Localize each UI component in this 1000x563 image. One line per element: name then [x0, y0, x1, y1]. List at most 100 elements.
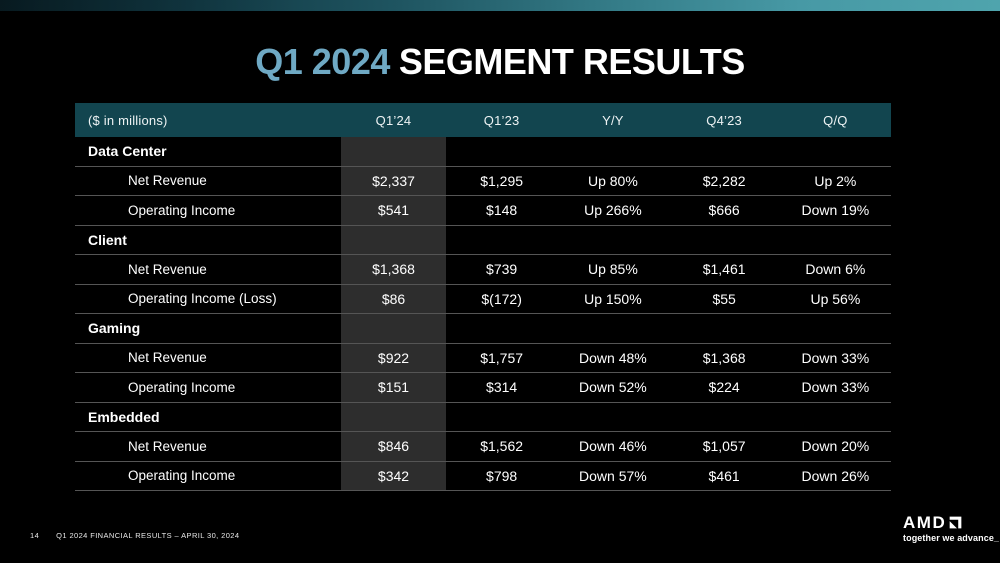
metric-row: Operating Income (Loss) $86 $(172) Up 150% $… — [75, 284, 891, 314]
slide-footer: 14 Q1 2024 FINANCIAL RESULTS – APRIL 30,… — [30, 531, 239, 540]
row-label: Operating Income (Loss) — [128, 291, 277, 307]
value-cell — [341, 402, 446, 431]
value-cell: Up 80% — [587, 172, 638, 189]
value-cell: $666 — [708, 202, 740, 219]
value-cell: Down 52% — [579, 379, 647, 396]
value-cell: Down 20% — [801, 438, 870, 455]
table-header-row: ($ in millions) Q1’24 Q1’23 Y/Y Q4’23 Q/… — [75, 103, 891, 137]
slide-title: Q1 2024 SEGMENT RESULTS — [0, 41, 1000, 83]
value-cell: $1,295 — [480, 172, 524, 189]
metric-row: Net Revenue $922 $1,757 Down 48% $1,368 Down … — [75, 343, 891, 373]
value-cell: Up 150% — [584, 290, 642, 307]
metric-row: Net Revenue $846 $1,562 Down 46% $1,057 Down … — [75, 432, 891, 462]
amd-tagline: together we advance_ — [903, 533, 1000, 543]
value-cell: $2,282 — [702, 172, 746, 189]
value-cell — [557, 137, 668, 166]
value-cell — [669, 314, 780, 343]
value-cell: $1,562 — [480, 438, 524, 455]
value-cell: Up 2% — [814, 172, 857, 189]
value-cell: $314 — [486, 379, 518, 396]
segment-group-row: Data Center — [75, 137, 891, 167]
value-cell: $1,057 — [702, 438, 746, 455]
row-label: Net Revenue — [128, 438, 207, 454]
value-cell: Down 19% — [801, 202, 870, 219]
segment-group-row: Gaming — [75, 314, 891, 344]
value-cell: $1,368 — [341, 255, 446, 284]
segment-results-table: ($ in millions) Q1’24 Q1’23 Y/Y Q4’23 Q/… — [75, 103, 891, 491]
row-label: Client — [88, 231, 127, 248]
column-header-yy: Y/Y — [602, 112, 624, 128]
value-cell: Up 266% — [584, 202, 642, 219]
column-header-qq: Q/Q — [823, 112, 848, 128]
row-label: Net Revenue — [128, 173, 207, 189]
row-label: Embedded — [88, 408, 160, 425]
segment-group-row: Embedded — [75, 402, 891, 432]
value-cell: Up 85% — [587, 261, 638, 278]
value-cell: $148 — [486, 202, 518, 219]
value-cell: Down 46% — [579, 438, 647, 455]
row-label: Gaming — [88, 320, 141, 337]
metric-row: Operating Income $541 $148 Up 266% $666 Down … — [75, 196, 891, 226]
value-cell: $1,757 — [480, 349, 524, 366]
value-cell — [341, 314, 446, 343]
value-cell — [780, 314, 891, 343]
metric-row: Net Revenue $1,368 $739 Up 85% $1,461 Down 6% — [75, 255, 891, 285]
value-cell: $224 — [708, 379, 740, 396]
page-number: 14 — [30, 531, 40, 540]
amd-logo-text: AMD — [903, 513, 947, 532]
value-cell: Down 48% — [579, 349, 647, 366]
column-header-units: ($ in millions) — [88, 112, 168, 128]
title-quarter: Q1 2024 — [255, 41, 390, 82]
column-header-q1-24: Q1’24 — [375, 112, 412, 128]
value-cell — [557, 314, 668, 343]
value-cell: $86 — [341, 284, 446, 313]
top-accent-bar — [0, 0, 1000, 11]
value-cell: Down 33% — [801, 379, 870, 396]
value-cell: $(172) — [481, 290, 522, 307]
value-cell — [780, 403, 891, 432]
value-cell: Up 56% — [810, 290, 861, 307]
value-cell — [446, 137, 557, 166]
value-cell — [446, 226, 557, 255]
value-cell: $541 — [341, 196, 446, 225]
title-rest: SEGMENT RESULTS — [398, 41, 745, 82]
value-cell: $55 — [712, 290, 736, 307]
value-cell: $2,337 — [341, 166, 446, 195]
value-cell: $798 — [486, 467, 518, 484]
value-cell: Down 33% — [801, 349, 870, 366]
metric-row: Operating Income $342 $798 Down 57% $461 Down… — [75, 461, 891, 491]
value-cell — [669, 403, 780, 432]
value-cell — [341, 137, 446, 166]
value-cell: $342 — [341, 461, 446, 490]
value-cell: $1,461 — [702, 261, 746, 278]
metric-row: Operating Income $151 $314 Down 52% $224 Down… — [75, 373, 891, 403]
value-cell — [669, 226, 780, 255]
value-cell — [557, 226, 668, 255]
value-cell: $739 — [486, 261, 518, 278]
amd-logo: AMD together we advance_ — [903, 514, 1000, 543]
value-cell — [780, 137, 891, 166]
amd-logo-row: AMD — [903, 514, 993, 531]
value-cell: $151 — [341, 373, 446, 402]
row-label: Data Center — [88, 143, 167, 160]
footer-text: Q1 2024 FINANCIAL RESULTS – APRIL 30, 20… — [56, 531, 240, 540]
value-cell: $1,368 — [702, 349, 746, 366]
value-cell: Down 6% — [805, 261, 866, 278]
value-cell: Down 26% — [801, 467, 870, 484]
row-label: Operating Income — [128, 202, 236, 218]
value-cell: $846 — [341, 432, 446, 461]
column-header-q4-23: Q4’23 — [706, 112, 742, 128]
metric-row: Net Revenue $2,337 $1,295 Up 80% $2,282 Up 2% — [75, 166, 891, 196]
value-cell: Down 57% — [579, 467, 647, 484]
row-label: Net Revenue — [128, 350, 207, 366]
value-cell: $922 — [341, 343, 446, 372]
row-label: Operating Income — [128, 468, 236, 484]
amd-arrow-icon — [949, 516, 962, 529]
value-cell — [341, 225, 446, 254]
value-cell — [446, 314, 557, 343]
value-cell — [557, 403, 668, 432]
value-cell — [669, 137, 780, 166]
value-cell — [446, 403, 557, 432]
segment-group-row: Client — [75, 225, 891, 255]
